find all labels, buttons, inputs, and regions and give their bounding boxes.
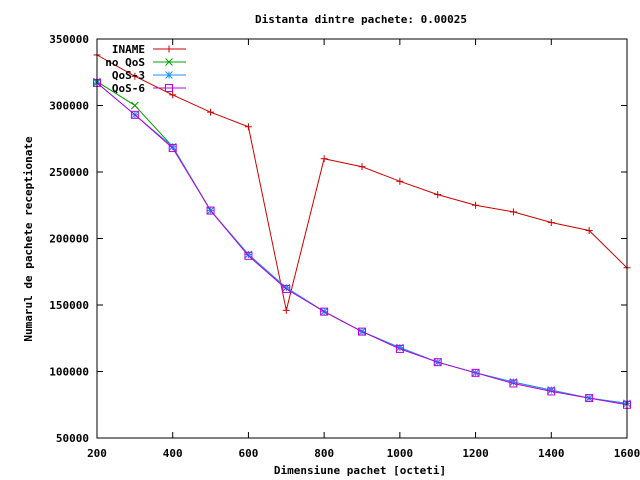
- series-2: [93, 79, 631, 408]
- x-tick-label: 1000: [387, 447, 414, 460]
- series-line: [96, 54, 628, 311]
- y-tick-label: 100000: [49, 366, 89, 379]
- data-point: [169, 91, 177, 99]
- y-axis-label: Numarul de pachete receptionate: [22, 136, 35, 342]
- data-point: [472, 201, 480, 209]
- data-point: [131, 101, 139, 110]
- legend-label: QoS-3: [112, 69, 145, 82]
- data-point: [433, 358, 442, 367]
- series-line: [96, 81, 628, 404]
- data-point: [168, 144, 177, 153]
- data-point: [358, 163, 366, 171]
- legend-label: INAME: [112, 43, 145, 56]
- x-tick-label: 200: [87, 447, 107, 460]
- x-tick-label: 1400: [538, 447, 565, 460]
- x-tick-label: 600: [238, 447, 258, 460]
- series-line: [96, 82, 628, 406]
- legend-marker: [165, 84, 173, 92]
- data-point: [585, 227, 593, 235]
- x-tick-label: 800: [314, 447, 334, 460]
- series-3: [93, 78, 631, 409]
- x-tick-label: 400: [163, 447, 183, 460]
- legend-marker: [165, 58, 173, 66]
- data-point: [585, 394, 594, 403]
- chart-title: Distanta dintre pachete: 0.00025: [255, 13, 467, 26]
- series-0: [93, 51, 631, 314]
- data-point: [396, 177, 404, 185]
- data-point: [320, 155, 328, 163]
- legend-marker: [165, 71, 173, 79]
- data-point: [509, 208, 517, 216]
- series-1: [93, 77, 631, 408]
- x-tick-label: 1200: [462, 447, 489, 460]
- data-point: [206, 206, 215, 215]
- x-axis-label: Dimensiune pachet [octeti]: [274, 464, 446, 477]
- legend-label: no QoS: [105, 56, 145, 69]
- plot-frame: [96, 38, 628, 439]
- data-point: [547, 387, 556, 396]
- data-point: [244, 251, 253, 260]
- data-point: [131, 72, 139, 80]
- data-point: [509, 379, 518, 388]
- axis-ticks: 200 400 600 800 1000 1200 1400 1600 50000 100000 1…: [49, 33, 640, 460]
- data-point: [358, 327, 366, 336]
- series-line: [96, 82, 628, 404]
- data-point: [282, 285, 291, 294]
- data-point: [130, 110, 139, 119]
- data-point: [471, 368, 480, 377]
- data-point: [395, 344, 404, 353]
- legend-marker: [165, 45, 173, 53]
- y-tick-label: 350000: [49, 33, 89, 46]
- data-point: [207, 108, 215, 116]
- data-point: [547, 219, 555, 227]
- y-tick-label: 300000: [49, 100, 89, 113]
- data-point: [244, 123, 252, 131]
- y-tick-label: 200000: [49, 233, 89, 246]
- y-tick-label: 150000: [49, 299, 89, 312]
- x-tick-label: 1600: [614, 447, 640, 460]
- legend-label: QoS-6: [112, 82, 145, 95]
- y-tick-label: 250000: [49, 166, 89, 179]
- data-point: [320, 307, 329, 316]
- data-point: [434, 191, 442, 199]
- y-tick-label: 50000: [56, 432, 89, 445]
- data-point: [282, 306, 290, 314]
- series-layer: [93, 51, 631, 409]
